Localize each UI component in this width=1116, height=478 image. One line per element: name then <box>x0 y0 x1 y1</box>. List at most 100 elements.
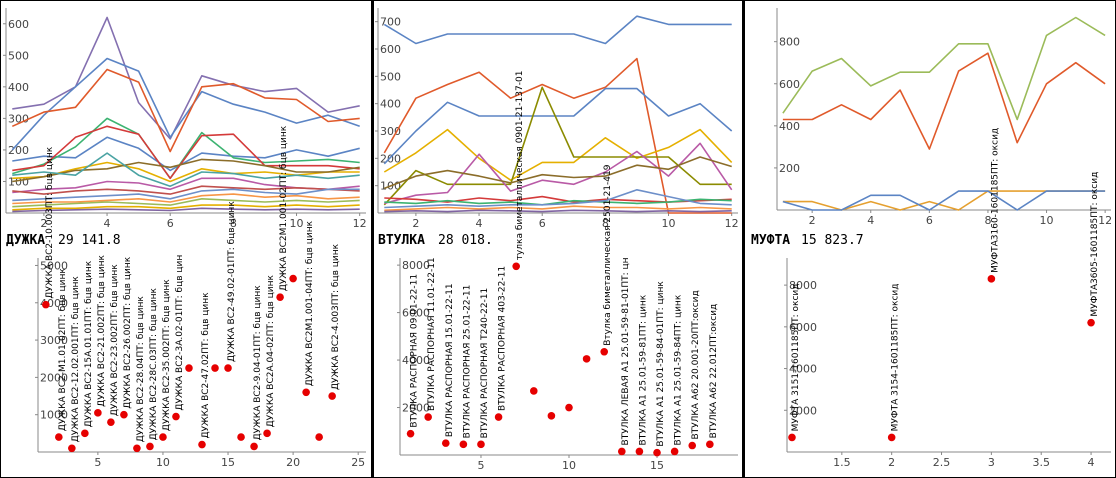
p1-scatter-point-label: ДУЖКА ВС2-23.002ПТ: бцв цинк <box>110 264 120 416</box>
p2-line-series-line <box>384 205 732 212</box>
p3-scatter-point <box>887 433 896 442</box>
p3-scatter-point <box>1087 318 1095 327</box>
p2-line-series-line <box>383 57 732 214</box>
p2-scatter-point <box>529 387 538 395</box>
p1-scatter-point-label: ДУЖКА ВС2-49.02-01ПТ: бцв цинк <box>227 201 237 362</box>
p1-line-x-tick-label: 10 <box>290 217 304 230</box>
p3-scatter-point <box>987 275 996 283</box>
p1-scatter-point <box>172 412 180 421</box>
p2-scatter-y-tick-label: 8000 <box>402 259 430 272</box>
p3-line-x-tick-label: 4 <box>867 214 874 227</box>
p1-scatter-x-tick-label: 10 <box>156 456 170 469</box>
p1-scatter-point-label: ДУЖКА ВС2-21.002ПТ: бцв цинк <box>97 254 107 406</box>
p1-scatter-point-label: ДУЖКА ВС2-4.003ПТ: бцв цинк <box>331 243 341 390</box>
p2-line-y-tick-label: 600 <box>380 43 401 56</box>
p2-line-series-line <box>384 209 732 213</box>
p1-scatter-point <box>133 444 141 453</box>
p2-scatter-x-tick-label: 10 <box>562 459 576 472</box>
p2-scatter-point <box>670 447 679 456</box>
p1-scatter-point-label: ДУЖКА ВС2-47.02ПТ: бцв цинк <box>201 292 211 439</box>
p1-line-series-line <box>12 204 360 211</box>
p2-scatter-point-label: Втулка биметаллическая 2501-21-419 <box>603 164 613 345</box>
p2-line-series-line <box>383 128 733 181</box>
p1-scatter-point <box>159 433 167 441</box>
p2-scatter-point <box>618 447 626 456</box>
p2-scatter-point <box>706 440 714 449</box>
p1-scatter-y-tick-label: 3000 <box>40 334 68 347</box>
p1-scatter-point <box>146 442 154 451</box>
p2-line-series-line <box>384 198 732 206</box>
p1-line-series-line <box>12 207 360 213</box>
p2-scatter-point <box>494 413 503 421</box>
panel-mufta: МУФТА 15 823.7 2 4 6 8 10 12 200 400 600 800 1.5 2 2… <box>745 0 1116 478</box>
p2-line-y-tick-label: 700 <box>380 16 401 29</box>
p1-scatter-point <box>224 364 232 372</box>
p3-line-series-line <box>782 52 1106 150</box>
p1-scatter-point <box>42 300 50 309</box>
p2-scatter-point <box>582 355 591 363</box>
mufta-chart: МУФТА 15 823.7 2 4 6 8 10 12 200 400 600 800 1.5 2 2… <box>751 8 1112 469</box>
p1-scatter-y-tick-label: 2000 <box>40 371 68 384</box>
p3-line-x-tick-label: 10 <box>1040 214 1054 227</box>
p3-line-y-tick-label: 400 <box>779 120 800 133</box>
vtulka-chart: ВТУЛКА 28 018. 2 4 6 8 10 1210020030040050060… <box>375 8 739 472</box>
p3-line-x-tick-label: 8 <box>984 214 991 227</box>
p2-scatter-point-label: ВТУЛКА ЛЕВАЯ А1 25.01-59-81-01ПТ: цн <box>621 257 631 445</box>
dujka-title-total: 29 141.8 <box>58 233 121 248</box>
p1-line-series-line <box>12 188 360 202</box>
p3-scatter-point <box>788 433 796 442</box>
p2-scatter-point-label: ВТУЛКА РАСПОРНАЯ 09.01-22-11 <box>410 274 420 428</box>
p2-line-y-tick-label: 300 <box>380 125 401 138</box>
p3-scatter-point-label: МУФТА 3151-1601185ПТ: оксид <box>791 284 801 432</box>
vtulka-title-total: 28 018. <box>438 233 493 248</box>
p3-scatter-x-tick-label: 3.5 <box>1032 456 1050 469</box>
p1-scatter-y-tick-label: 5000 <box>40 259 68 272</box>
p1-scatter-point <box>94 409 102 417</box>
p1-line-series-line <box>12 193 360 205</box>
p1-scatter-point <box>55 433 63 441</box>
p2-scatter-point <box>459 440 468 449</box>
p2-scatter-point <box>653 448 661 457</box>
p1-scatter-point <box>120 410 128 419</box>
p1-line-x-tick-label: 12 <box>353 217 367 230</box>
p2-scatter-point-label: ВТУЛКА А62 22.012ПТ:оксид <box>709 304 719 439</box>
p1-line-y-tick-label: 600 <box>8 18 29 31</box>
p1-line-series-line <box>12 158 360 183</box>
vtulka-title-name: ВТУЛКА <box>378 233 425 248</box>
p3-line-x-tick-label: 12 <box>1098 214 1112 227</box>
p2-line-series-line <box>383 87 733 165</box>
mufta-title-total: 15 823.7 <box>801 233 864 248</box>
p2-scatter-point-label: ВТУЛКА РАСПОРНАЯ 15.01-22-11 <box>445 283 455 437</box>
p1-scatter-point-label: ДУЖКА ВС2-12.02.001ПТ: бцв цинк <box>71 276 81 443</box>
p2-scatter-y-tick-label: 6000 <box>402 307 430 320</box>
p1-scatter-point <box>276 293 284 301</box>
p2-scatter-point-label: ВТУЛКА А1 25.01-59-84-01ПТ: цинк <box>656 281 666 447</box>
p1-line-series-line <box>12 16 360 140</box>
p1-line-series-line <box>11 68 360 153</box>
p1-scatter-point-label: ДУЖКА ВС2-26.002ПТ: бцв цинк <box>123 256 133 408</box>
p1-scatter-point <box>289 274 297 283</box>
p1-scatter-point-label: ДУЖКА ВС2А.04-02ПТ: бцв цинк <box>266 275 276 428</box>
p2-scatter-point-label: ВТУЛКА А62 20.001-20ПТ:оксид <box>691 290 701 439</box>
p2-scatter-point <box>477 440 485 449</box>
p2-scatter-y-tick-label: 2000 <box>402 402 430 415</box>
p3-line-series-line <box>782 190 1106 211</box>
p2-scatter-point-label: ВТУЛКА А1 25.01-59-84ПТ: цинк <box>674 294 684 445</box>
p2-scatter-point-label: ВТУЛКА РАСПОРНАЯ 403-22-11 <box>498 266 508 411</box>
p2-line-x-tick-label: 8 <box>602 217 609 230</box>
separator-1 <box>371 0 374 478</box>
p1-scatter-point <box>107 418 115 426</box>
p1-scatter-x-tick-label: 20 <box>286 456 300 469</box>
p1-line-y-tick-label: 200 <box>8 144 29 157</box>
panel-dujka: ДУЖКА 29 141.8 2 4 6 8 10 12 100 200 300 400 500 60… <box>0 0 371 478</box>
p3-line-y-tick-label: 800 <box>779 36 800 49</box>
p1-scatter-point-label: ДУЖКА ВС2-28.04ПТ: бцв цинк <box>136 296 146 443</box>
p2-scatter-point-label: ВТУЛКА РАСПОРНАЯ 25.01-22-11 <box>462 285 472 439</box>
p3-line-x-tick-label: 6 <box>926 214 933 227</box>
p1-scatter-point <box>81 429 89 438</box>
p2-line-y-tick-label: 500 <box>380 70 401 83</box>
p1-scatter-point <box>68 444 76 453</box>
p2-line-x-tick-label: 10 <box>662 217 676 230</box>
p1-line-x-tick-label: 4 <box>104 217 111 230</box>
p3-scatter-point-label: МУФТА3605-1601185ПТ: оксид <box>1090 172 1100 317</box>
